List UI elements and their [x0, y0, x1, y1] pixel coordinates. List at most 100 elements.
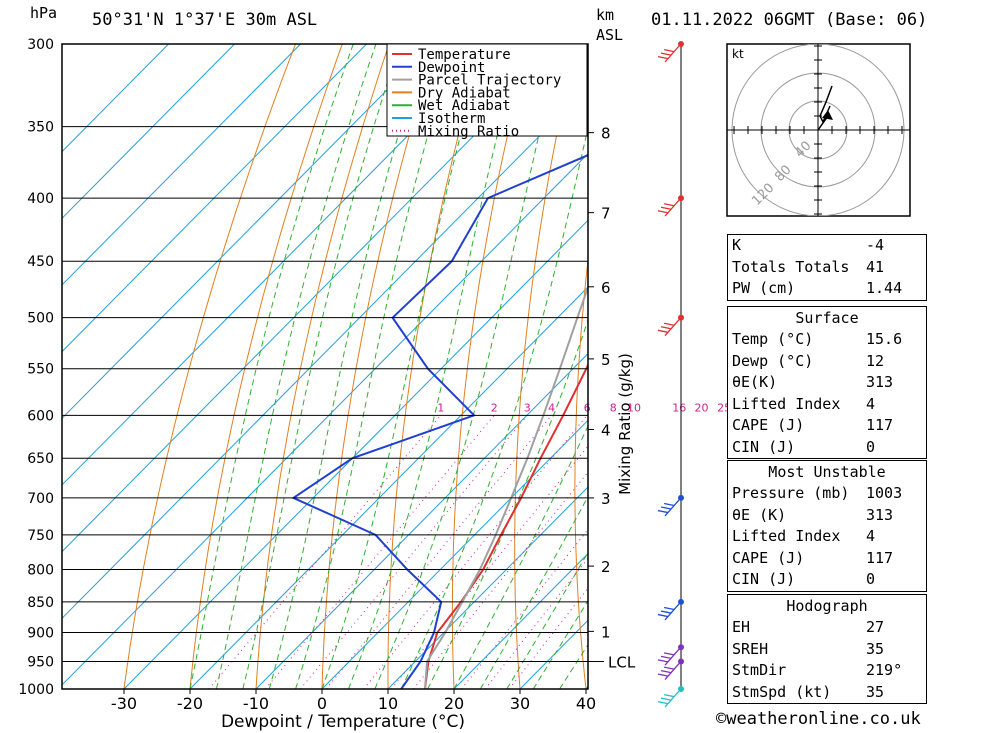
mixing-ratio-line — [413, 471, 588, 689]
isotherm-line — [62, 44, 367, 353]
wind-barb-feather — [657, 329, 669, 333]
pressure-tick-label: 800 — [27, 562, 54, 578]
wind-barb-feather — [660, 655, 672, 659]
wet-adiabat-line — [295, 44, 455, 689]
height-km-label: 4 — [601, 421, 611, 439]
isotherm-line — [321, 419, 588, 689]
isotherm-line — [62, 44, 301, 286]
wind-level-dot — [678, 658, 684, 665]
index-value: 313 — [866, 373, 894, 391]
wind-barb-feather — [660, 206, 672, 210]
legend-entry: Temperature — [418, 47, 511, 63]
wet-adiabat-line — [374, 44, 562, 689]
wind-barb — [657, 690, 680, 708]
wet-adiabat-line — [453, 424, 588, 689]
dry-adiabat-line — [690, 44, 718, 689]
asl-label: ASL — [596, 26, 624, 44]
table-row: CIN (J) 0 — [728, 569, 926, 591]
table-row: CAPE (J) 117 — [728, 548, 926, 570]
isotherm-line — [62, 152, 588, 686]
lcl-label: LCL — [608, 654, 636, 672]
legend-entry: Parcel Trajectory — [418, 73, 561, 89]
legend-box — [386, 43, 588, 137]
index-label: CAPE (J) — [732, 416, 805, 434]
index-label: PW (cm) — [732, 279, 796, 297]
most-unstable-table: Most Unstable Pressure (mb) 1003 θE (K) 313 L… — [727, 460, 927, 592]
wind-barb — [657, 45, 680, 63]
isotherm-line — [62, 86, 588, 620]
temp-tick-label: -20 — [177, 694, 203, 713]
index-value: 4 — [866, 394, 876, 413]
index-value: 117 — [866, 548, 894, 567]
index-label: Lifted Index — [732, 527, 841, 545]
mixing-ratio-value-label: 20 — [695, 401, 709, 414]
height-km-label: 7 — [601, 205, 611, 223]
index-value: 1003 — [866, 484, 903, 502]
wind-level-dot — [678, 686, 684, 692]
mixing-ratio-value-label: 8 — [610, 401, 617, 414]
temp-tick-label: 0 — [317, 694, 327, 713]
table-row: EH 27 — [728, 617, 926, 639]
valid-datetime: 01.11.2022 06GMT (Base: 06) — [651, 10, 928, 30]
wind-barb-feather — [663, 203, 675, 207]
pressure-tick-label: 500 — [27, 311, 54, 327]
mixing-ratio-value-label: 3 — [524, 401, 531, 414]
table-title: Most Unstable — [768, 463, 886, 481]
wind-barb — [657, 499, 680, 517]
mixing-ratio-value-label: 16 — [672, 401, 686, 414]
wind-barb-feather — [660, 610, 672, 614]
legend-entry: Isotherm — [418, 111, 485, 127]
wind-barb-feather — [657, 56, 669, 60]
mixing-ratio-axis-label: Mixing Ratio (g/kg) — [616, 353, 634, 495]
table-row: Dewp (°C) 12 — [728, 351, 926, 373]
temp-tick-label: 30 — [510, 694, 530, 713]
temp-tick-label: -10 — [243, 694, 269, 713]
index-label: θE(K) — [732, 373, 778, 391]
station-location: 50°31'N 1°37'E 30m ASL — [92, 10, 318, 30]
table-row: θE (K) 313 — [728, 505, 926, 527]
table-row: Lifted Index 4 — [728, 394, 926, 416]
wind-barb-feather — [660, 52, 672, 56]
index-label: Dewp (°C) — [732, 351, 814, 370]
pressure-tick-label: 350 — [27, 120, 54, 136]
height-km-label: 6 — [601, 279, 611, 297]
wet-adiabat-line — [347, 44, 522, 689]
wind-barb-feather — [657, 673, 669, 677]
wet-adiabat-line — [189, 44, 354, 689]
index-value: 15.6 — [866, 330, 903, 348]
wind-barb-shaft — [664, 648, 680, 666]
wind-barb-feather — [657, 659, 669, 663]
legend-entry: Dry Adiabat — [418, 85, 511, 101]
wind-barb-feather — [663, 652, 675, 656]
legend-entry: Dewpoint — [418, 60, 485, 76]
table-row: K -4 — [728, 235, 926, 257]
pressure-tick-label: 950 — [27, 655, 54, 671]
pressure-tick-label: 400 — [27, 191, 54, 207]
surface-table: Surface Temp (°C) 15.6 Dewp (°C) 12 θE(K) 313 L… — [727, 306, 927, 459]
table-row: StmSpd (kt) 35 — [728, 682, 926, 704]
dry-adiabat-line — [189, 44, 343, 689]
wind-level-dot — [678, 41, 684, 47]
wind-barb-feather — [663, 48, 675, 53]
mixing-ratio-line — [265, 414, 495, 689]
height-km-label: 2 — [601, 558, 611, 576]
wind-barb — [657, 603, 680, 621]
legend-entry: Wet Adiabat — [418, 98, 511, 114]
isotherm-line — [387, 486, 588, 689]
mixing-ratio-line — [363, 414, 588, 689]
index-label: CIN (J) — [732, 437, 796, 456]
wind-barb-feather — [663, 666, 675, 670]
wind-barb-shaft — [664, 45, 680, 63]
isotherm-line — [62, 44, 235, 220]
index-label: Pressure (mb) — [732, 484, 850, 502]
index-value: 0 — [866, 437, 876, 456]
x-axis-label: Dewpoint / Temperature (°C) — [221, 712, 465, 732]
km-label: km — [596, 6, 615, 24]
wind-level-dot — [678, 598, 684, 605]
wet-adiabat-line — [268, 44, 427, 689]
table-row: Totals Totals 41 — [728, 257, 926, 279]
pressure-tick-label: 450 — [27, 254, 54, 270]
pressure-tick-label: 750 — [27, 528, 54, 544]
